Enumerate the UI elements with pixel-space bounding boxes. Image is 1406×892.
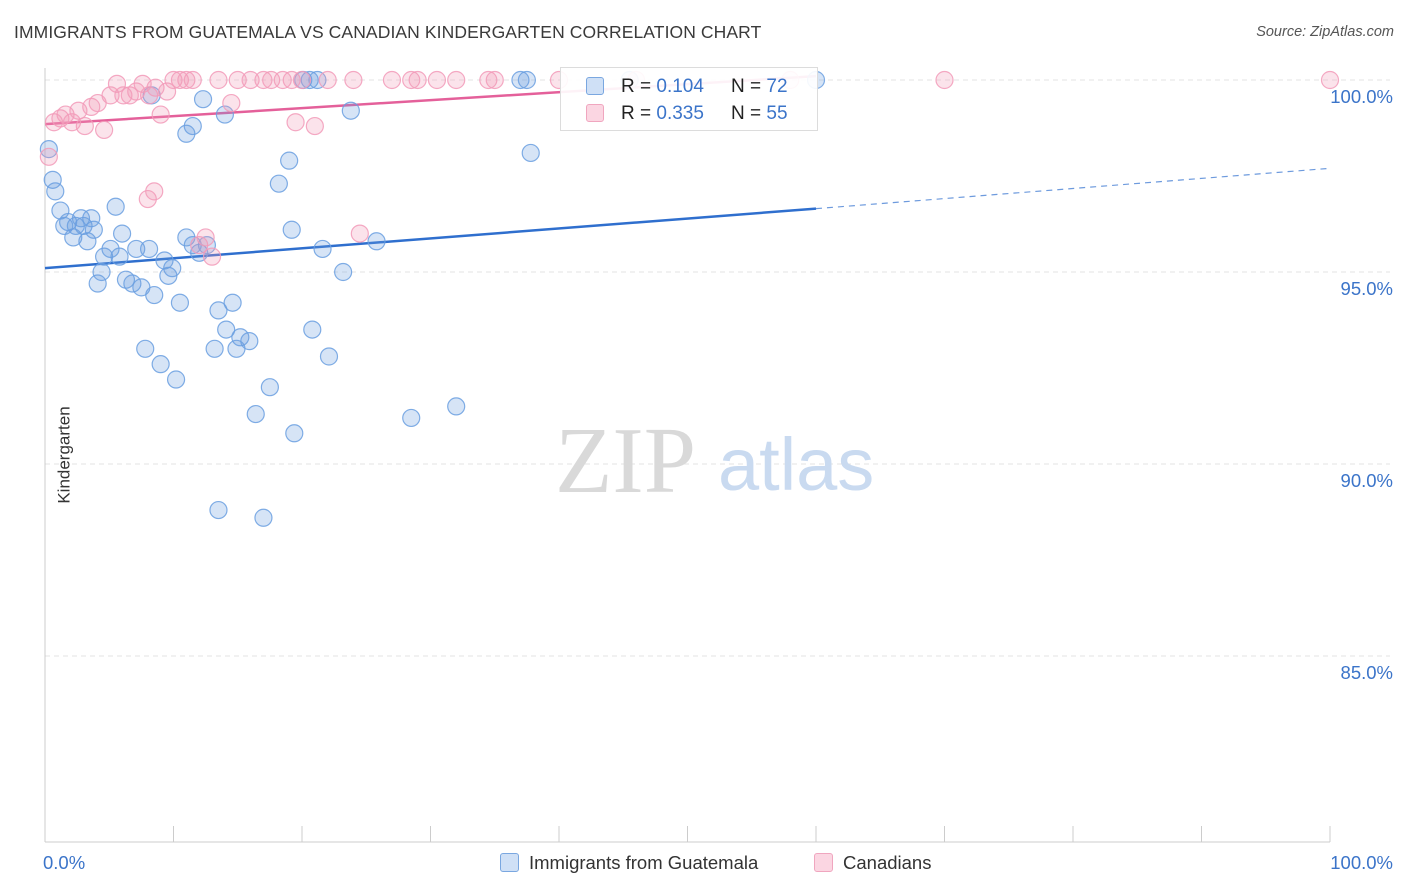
canadians-point: [936, 72, 953, 89]
bottom-legend-label: Immigrants from Guatemala: [529, 852, 758, 873]
guatemala-point: [304, 321, 321, 338]
guatemala-point: [107, 198, 124, 215]
x-tick-label: 100.0%: [1330, 852, 1393, 873]
canadians-point: [152, 106, 169, 123]
guatemala-point: [171, 294, 188, 311]
canadians-point: [351, 225, 368, 242]
canadians-point: [448, 72, 465, 89]
canadians-point: [319, 72, 336, 89]
canadians-point: [204, 248, 221, 265]
guatemala-point: [283, 221, 300, 238]
guatemala-point: [164, 260, 181, 277]
guatemala-point: [320, 348, 337, 365]
guatemala-point: [255, 509, 272, 526]
guatemala-point: [114, 225, 131, 242]
guatemala-point: [314, 240, 331, 257]
guatemala-point: [137, 340, 154, 357]
legend-n-label: N =: [731, 76, 766, 97]
canadians-point: [223, 95, 240, 112]
scatter-plot: ZIP atlas 100.0% 95.0% 90.0% 85.0% 0.0% 100.0…: [0, 0, 1406, 892]
canadians-point: [146, 183, 163, 200]
legend-r-label: R =: [621, 103, 656, 124]
guatemala-trend-extension: [816, 168, 1330, 208]
guatemala-point: [342, 102, 359, 119]
guatemala-point: [261, 379, 278, 396]
legend-n-value: 72: [766, 76, 787, 97]
legend-n-label: N =: [731, 103, 766, 124]
canadians-point: [486, 72, 503, 89]
guatemala-point: [270, 175, 287, 192]
legend-r-value: 0.104: [656, 76, 704, 97]
canadians-point: [306, 118, 323, 135]
bottom-legend-guatemala: Immigrants from Guatemala: [500, 852, 758, 874]
guatemala-point: [210, 502, 227, 519]
y-tick-label: 95.0%: [1341, 278, 1393, 299]
y-tick-label: 100.0%: [1330, 86, 1393, 107]
legend-swatch-guatemala: [586, 77, 604, 95]
guatemala-point: [47, 183, 64, 200]
bottom-legend-label: Canadians: [843, 852, 931, 873]
guatemala-point: [281, 152, 298, 169]
guatemala-point: [184, 118, 201, 135]
y-tick-label: 85.0%: [1341, 662, 1393, 683]
canadians-point: [383, 72, 400, 89]
guatemala-point: [247, 406, 264, 423]
guatemala-point: [241, 333, 258, 350]
legend-n-value: 55: [766, 103, 787, 124]
guatemala-point: [93, 264, 110, 281]
stats-legend: R = 0.104 N = 72 R = 0.335 N = 55: [560, 67, 818, 131]
guatemala-point: [368, 233, 385, 250]
guatemala-point: [111, 248, 128, 265]
legend-swatch-canadians: [586, 104, 604, 122]
guatemala-point: [168, 371, 185, 388]
canadians-point: [345, 72, 362, 89]
guatemala-point: [85, 221, 102, 238]
guatemala-point: [195, 91, 212, 108]
canadians-point: [428, 72, 445, 89]
guatemala-point: [518, 72, 535, 89]
canadians-point: [294, 72, 311, 89]
canadians-point: [40, 148, 57, 165]
watermark-zip: ZIP: [555, 409, 696, 513]
canadians-point: [287, 114, 304, 131]
guatemala-point: [141, 240, 158, 257]
guatemala-point: [206, 340, 223, 357]
guatemala-point: [448, 398, 465, 415]
legend-r-value: 0.335: [656, 103, 704, 124]
guatemala-point: [403, 409, 420, 426]
bottom-legend-canadians: Canadians: [814, 852, 931, 874]
y-axis-label: Kindergarten: [55, 406, 75, 503]
canadians-point: [210, 72, 227, 89]
watermark: ZIP atlas: [555, 409, 874, 513]
guatemala-point: [152, 356, 169, 373]
guatemala-point: [146, 287, 163, 304]
guatemala-point: [522, 144, 539, 161]
canadians-point: [96, 121, 113, 138]
canadians-point: [76, 118, 93, 135]
y-tick-label: 90.0%: [1341, 470, 1393, 491]
guatemala-point: [335, 264, 352, 281]
bottom-legend-swatch-canadians: [814, 853, 833, 872]
x-tick-label: 0.0%: [43, 852, 85, 873]
bottom-legend-swatch-guatemala: [500, 853, 519, 872]
canadians-point: [184, 72, 201, 89]
canadians-point: [409, 72, 426, 89]
canadians-point: [197, 229, 214, 246]
grid: [45, 80, 1390, 656]
guatemala-point: [286, 425, 303, 442]
watermark-atlas: atlas: [718, 423, 874, 506]
guatemala-point: [224, 294, 241, 311]
legend-r-label: R =: [621, 76, 656, 97]
